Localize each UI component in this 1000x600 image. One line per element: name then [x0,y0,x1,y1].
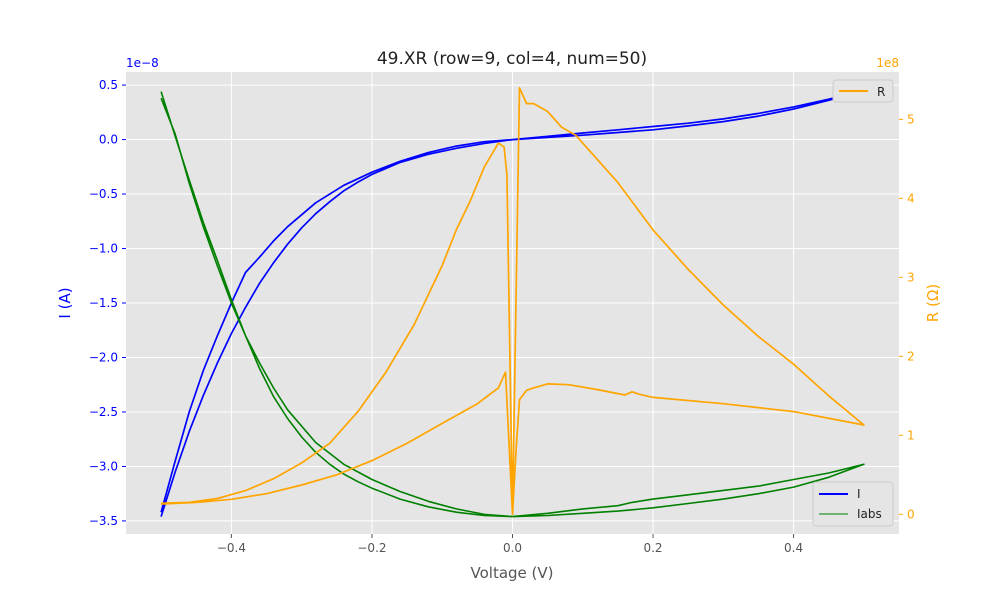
left-axis-label: I (A) [56,287,74,318]
right-tick-label: 3 [907,270,915,284]
right-axis-label: R (Ω) [924,284,942,322]
legend-label-r: R [877,85,885,99]
x-tick-label: −0.2 [357,541,386,555]
left-tick-label: −3.5 [89,514,118,528]
left-tick-label: 0.5 [99,78,118,92]
series-line-iabs [160,91,865,518]
x-tick-label: 0.2 [643,541,662,555]
series-layer [160,86,865,518]
ticks-layer: −0.4 −0.2 0.0 0.2 0.4 0.5 0.0 −0.5 −1.0 −1.5 −2.0 −… [89,78,915,555]
series-line-r [161,86,865,516]
left-tick-label: 0.0 [99,133,118,147]
x-axis-label: Voltage (V) [471,564,554,582]
x-tick-label: 0.0 [503,541,522,555]
legend-left-axis: I Iabs [812,481,894,527]
left-tick-label: −2.5 [89,405,118,419]
right-tick-label: 2 [907,349,915,363]
right-tick-label: 4 [907,191,915,205]
legend-label-iabs: Iabs [857,507,882,521]
legend-right-axis: R [832,79,894,103]
right-axis-multiplier: 1e8 [876,56,899,70]
right-tick-label: 0 [907,507,915,521]
legend-label-i: I [857,487,861,501]
x-tick-label: −0.4 [217,541,246,555]
right-tick-label: 1 [907,428,915,442]
left-axis-multiplier: 1e−8 [126,56,159,70]
left-tick-label: −3.0 [89,459,118,473]
series-line-i [160,89,865,517]
left-tick-label: −0.5 [89,187,118,201]
left-tick-label: −1.0 [89,242,118,256]
chart-title: 49.XR (row=9, col=4, num=50) [377,49,647,69]
x-tick-label: 0.4 [784,541,803,555]
left-tick-label: −2.0 [89,350,118,364]
right-tick-label: 5 [907,112,915,126]
left-tick-label: −1.5 [89,296,118,310]
